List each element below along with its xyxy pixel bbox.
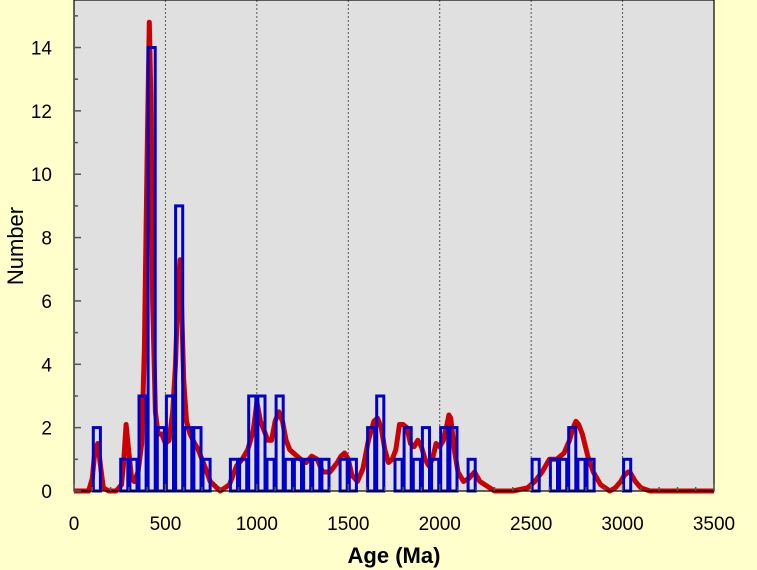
x-axis-title: Age (Ma) [348, 543, 441, 568]
y-tick-label: 8 [41, 229, 52, 250]
y-tick-label: 10 [31, 165, 52, 186]
x-tick-label: 3000 [601, 514, 643, 535]
x-gridlines [164, 0, 624, 491]
y-axis-ticks: 0 2 4 6 8 10 12 14 [31, 15, 81, 503]
x-tick-label: 1000 [236, 514, 278, 535]
y-tick-label: 14 [31, 39, 53, 60]
plot-area [74, 0, 714, 491]
x-tick-label: 2000 [419, 514, 461, 535]
y-tick-label: 2 [41, 419, 52, 440]
x-tick-label: 2500 [510, 514, 552, 535]
plot-frame [73, 0, 715, 492]
histogram-bars [91, 46, 633, 493]
x-tick-label: 0 [69, 514, 80, 535]
x-tick-label: 1500 [327, 514, 369, 535]
x-tick-label: 3500 [693, 514, 735, 535]
y-axis-title: Number [3, 207, 28, 285]
y-tick-label: 0 [41, 482, 52, 503]
x-tick-label: 500 [150, 514, 182, 535]
y-tick-label: 4 [41, 355, 52, 376]
x-axis-ticks: 0 500 1000 1500 2000 2500 3000 3500 [69, 484, 735, 535]
y-tick-label: 6 [41, 292, 52, 313]
y-tick-label: 12 [31, 102, 52, 123]
